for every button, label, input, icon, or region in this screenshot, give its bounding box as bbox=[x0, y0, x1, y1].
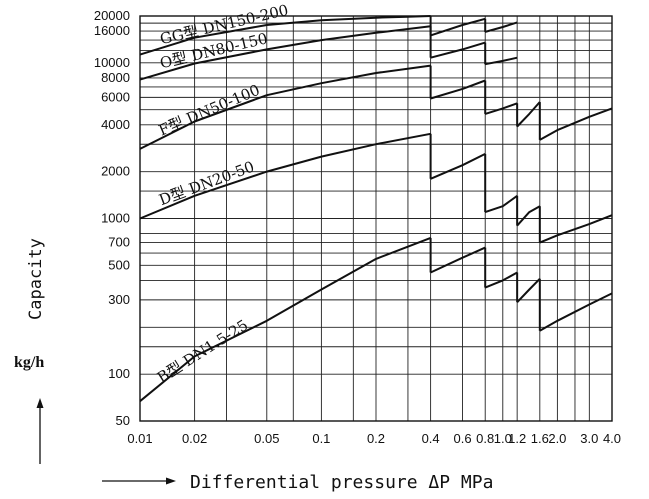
series-segment bbox=[139, 64, 431, 150]
y-tick-label: 4000 bbox=[101, 117, 130, 132]
y-axis-arrow bbox=[36, 398, 44, 464]
y-tick-label: 2000 bbox=[101, 164, 130, 179]
x-tick-label: 1.0 bbox=[494, 431, 512, 446]
y-tick-label: 8000 bbox=[101, 70, 130, 85]
x-tick-labels: 0.01 0.02 0.05 0.1 0.2 0.4 0.6 0.8 1.01.2 1.6 2.0 3… bbox=[127, 431, 621, 446]
y-tick-label: 1000 bbox=[101, 211, 130, 226]
series-segment bbox=[484, 271, 518, 289]
x-tick-label: 0.4 bbox=[422, 431, 440, 446]
y-tick-label: 500 bbox=[108, 257, 130, 272]
x-tick-label: 0.05 bbox=[254, 431, 279, 446]
series-segment bbox=[430, 246, 486, 274]
series-segment bbox=[485, 56, 518, 66]
x-tick-label: 0.8 bbox=[476, 431, 494, 446]
series-segment bbox=[139, 236, 431, 402]
y-tick-label: 50 bbox=[116, 413, 130, 428]
series-label: D型 DN20-50 bbox=[157, 158, 257, 210]
series-segment bbox=[430, 41, 486, 59]
series-label: B型 DN1.5-25 bbox=[154, 316, 251, 387]
x-tick-label: 0.2 bbox=[367, 431, 385, 446]
series-segment bbox=[516, 278, 541, 303]
x-axis-label: Differential pressure ΔP MPa bbox=[190, 472, 493, 493]
y-tick-label: 10000 bbox=[94, 55, 130, 70]
series-segment bbox=[539, 214, 613, 244]
y-tick-label: 100 bbox=[108, 366, 130, 381]
series-segment bbox=[430, 79, 486, 100]
y-tick-label: 300 bbox=[108, 292, 130, 307]
grid bbox=[139, 15, 613, 421]
series-segment bbox=[484, 102, 518, 115]
series-segment bbox=[484, 194, 518, 214]
x-tick-label: 4.0 bbox=[603, 431, 621, 446]
series-segment bbox=[516, 205, 541, 227]
y-axis-unit: kg/h bbox=[14, 354, 44, 371]
series-segment bbox=[516, 101, 541, 128]
series-label: F型 DN50-100 bbox=[156, 81, 263, 140]
series-segment bbox=[539, 107, 613, 141]
series-segment bbox=[484, 21, 518, 33]
x-tick-label: 1.2 bbox=[508, 431, 526, 446]
y-tick-label: 16000 bbox=[94, 23, 130, 38]
x-tick-label: 2.0 bbox=[548, 431, 566, 446]
x-axis-arrow bbox=[102, 477, 176, 485]
series-segment bbox=[539, 292, 613, 332]
x-tick-label: 0.02 bbox=[182, 431, 207, 446]
series-segment bbox=[139, 15, 431, 56]
x-tick-label: 3.0 bbox=[580, 431, 598, 446]
series-segment bbox=[139, 25, 431, 81]
y-axis-label: Capacity bbox=[26, 238, 46, 320]
series-segment bbox=[430, 17, 486, 37]
y-tick-label: 20000 bbox=[94, 8, 130, 23]
x-tick-label: 0.6 bbox=[454, 431, 472, 446]
x-tick-label: 0.01 bbox=[127, 431, 152, 446]
series-segment bbox=[139, 132, 431, 220]
y-tick-label: 700 bbox=[108, 235, 130, 250]
x-tick-label: 0.1 bbox=[312, 431, 330, 446]
y-tick-label: 6000 bbox=[101, 89, 130, 104]
series-segment bbox=[430, 153, 486, 180]
x-tick-label: 1.6 bbox=[531, 431, 549, 446]
